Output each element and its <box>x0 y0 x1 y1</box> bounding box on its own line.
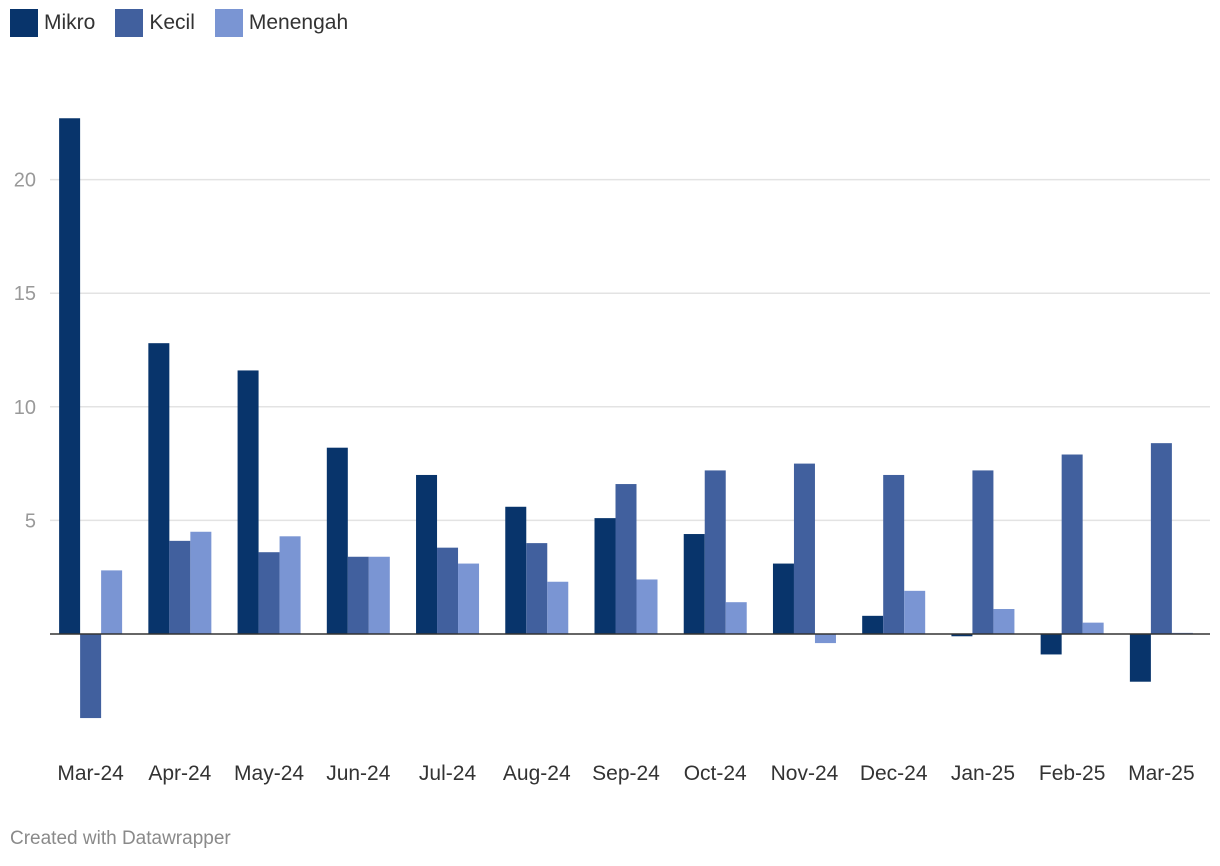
bar-kecil-jan-25 <box>972 470 994 634</box>
y-tick-label: 20 <box>14 170 36 192</box>
x-tick-label: Aug-24 <box>503 762 571 785</box>
x-tick-label: Feb-25 <box>1039 762 1106 785</box>
legend-label: Kecil <box>149 11 195 34</box>
legend-label: Menengah <box>248 11 349 34</box>
bar-menengah-mar-24 <box>101 570 123 634</box>
bar-menengah-aug-24 <box>547 581 569 634</box>
bar-mikro-nov-24 <box>772 563 794 634</box>
bar-menengah-jun-24 <box>368 556 390 634</box>
legend-item-mikro: Mikro <box>10 8 95 38</box>
chart-legend: Mikro Kecil Menengah <box>10 8 368 38</box>
x-tick-label: Oct-24 <box>684 762 747 785</box>
bar-menengah-nov-24 <box>814 634 836 644</box>
x-tick-label: Jun-24 <box>326 762 391 785</box>
bar-menengah-jul-24 <box>458 563 480 634</box>
x-tick-label: Dec-24 <box>860 762 928 785</box>
x-tick-label: Mar-25 <box>1128 762 1195 785</box>
x-tick-label: May-24 <box>234 762 304 785</box>
bar-mikro-feb-25 <box>1040 634 1062 655</box>
bar-kecil-jun-24 <box>347 556 369 634</box>
bar-mikro-mar-25 <box>1129 634 1151 682</box>
bar-menengah-oct-24 <box>725 602 747 634</box>
bar-kecil-sep-24 <box>615 484 637 634</box>
bar-mikro-sep-24 <box>594 518 616 634</box>
bar-mikro-jan-25 <box>951 634 973 637</box>
bar-mikro-may-24 <box>237 370 259 634</box>
bar-mikro-oct-24 <box>683 534 705 634</box>
bar-kecil-mar-25 <box>1150 443 1172 634</box>
bar-mikro-jun-24 <box>326 447 348 634</box>
x-tick-label: Jul-24 <box>419 762 477 785</box>
bar-kecil-oct-24 <box>704 470 726 634</box>
y-tick-label: 10 <box>14 397 36 419</box>
legend-swatch <box>115 9 144 37</box>
x-tick-label: Mar-24 <box>57 762 124 785</box>
bar-menengah-jan-25 <box>993 609 1015 634</box>
bar-mikro-aug-24 <box>505 506 527 634</box>
bar-menengah-sep-24 <box>636 579 658 634</box>
bar-kecil-aug-24 <box>526 543 548 634</box>
x-tick-label: Jan-25 <box>951 762 1015 785</box>
bar-menengah-feb-25 <box>1082 622 1104 634</box>
legend-swatch <box>214 9 243 37</box>
x-tick-label: Sep-24 <box>592 762 660 785</box>
y-tick-label: 5 <box>25 510 36 532</box>
bar-mikro-dec-24 <box>862 615 884 634</box>
x-tick-label: Nov-24 <box>771 762 839 785</box>
bar-menengah-may-24 <box>279 536 301 634</box>
bar-kecil-mar-24 <box>80 634 102 719</box>
bar-kecil-apr-24 <box>169 540 191 634</box>
bar-kecil-dec-24 <box>883 474 905 634</box>
bar-mikro-jul-24 <box>416 474 438 634</box>
bar-kecil-feb-25 <box>1061 454 1083 634</box>
x-tick-label: Apr-24 <box>148 762 211 785</box>
footer-credit: Created with Datawrapper <box>10 828 231 849</box>
legend-swatch <box>10 9 38 37</box>
bar-mikro-apr-24 <box>148 343 170 634</box>
legend-label: Mikro <box>44 11 96 34</box>
bar-kecil-jul-24 <box>437 547 459 634</box>
bar-mikro-mar-24 <box>59 118 81 635</box>
legend-item-kecil: Kecil <box>115 8 195 38</box>
bar-menengah-dec-24 <box>904 590 926 634</box>
legend-item-menengah: Menengah <box>214 8 349 38</box>
bar-kecil-nov-24 <box>793 463 815 634</box>
y-tick-label: 15 <box>14 283 36 305</box>
bar-kecil-may-24 <box>258 552 280 634</box>
bar-menengah-apr-24 <box>190 531 212 634</box>
